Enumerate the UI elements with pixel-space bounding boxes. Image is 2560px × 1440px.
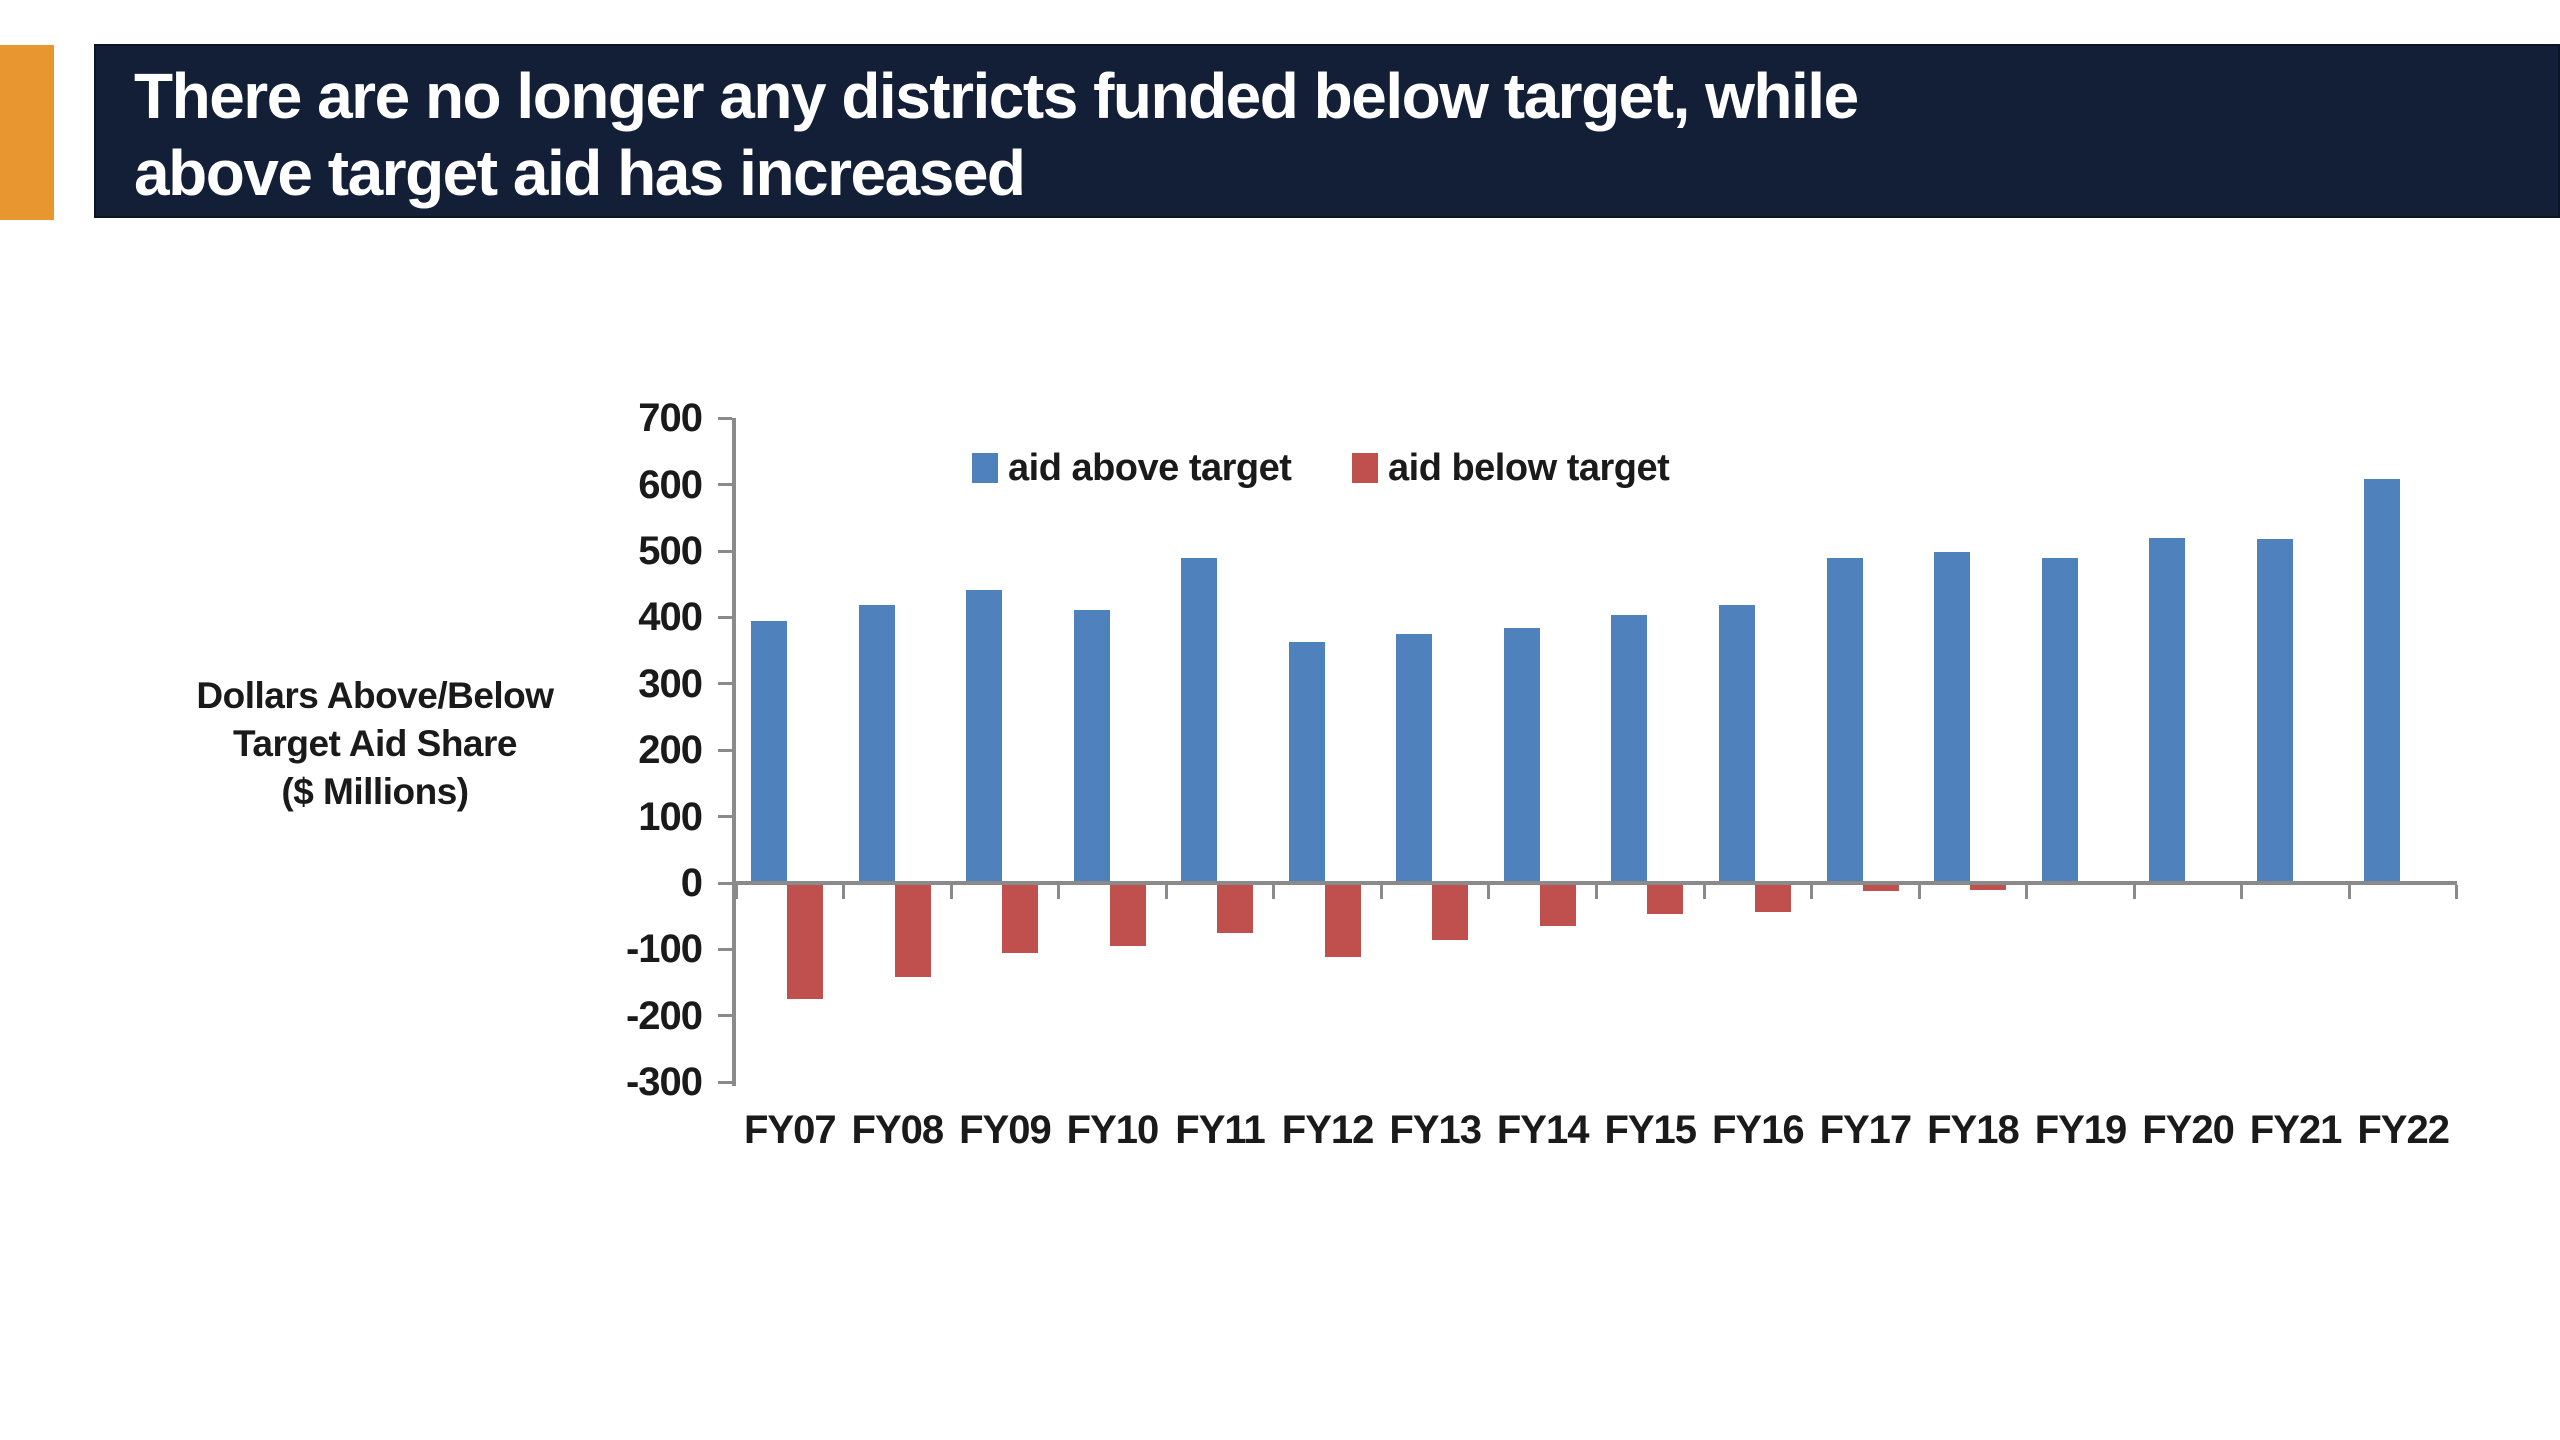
y-axis-tick-300: [718, 682, 732, 686]
x-axis-tick-1: [842, 885, 846, 899]
slide-title: There are no longer any districts funded…: [134, 60, 1859, 209]
y-axis-tick--100: [718, 947, 732, 951]
bar-aid-above-target-FY08: [858, 604, 895, 883]
x-axis-tick-16: [2455, 885, 2459, 899]
bar-aid-below-target-FY12: [1324, 885, 1361, 958]
x-axis-label-FY19: FY19: [2034, 1108, 2128, 1152]
x-axis-tick-2: [949, 885, 953, 899]
x-axis-tick-6: [1379, 885, 1383, 899]
x-axis-line: [732, 881, 2457, 885]
x-axis-label-FY22: FY22: [2357, 1108, 2450, 1152]
bar-aid-above-target-FY18: [1934, 552, 1971, 883]
x-axis-tick-8: [1594, 885, 1598, 899]
x-axis-tick-0: [734, 885, 738, 899]
x-axis-tick-9: [1702, 885, 1706, 899]
bar-aid-below-target-FY17: [1862, 885, 1899, 891]
x-axis-tick-7: [1487, 885, 1491, 899]
y-tick-label--200: -200: [625, 993, 703, 1038]
x-axis-label-FY21: FY21: [2249, 1108, 2343, 1152]
y-tick-label-200: 200: [638, 728, 703, 773]
x-axis-label-FY13: FY13: [1389, 1108, 1482, 1152]
bar-aid-below-target-FY11: [1217, 885, 1254, 933]
bar-aid-above-target-FY17: [1826, 558, 1863, 883]
y-tick-label-600: 600: [638, 462, 703, 507]
title-bar: There are no longer any districts funded…: [94, 44, 2560, 218]
x-axis-tick-4: [1164, 885, 1168, 899]
y-tick-label-500: 500: [638, 529, 703, 573]
bar-aid-below-target-FY07: [787, 885, 823, 1000]
legend-label-aid-below-target: aid below target: [1388, 447, 1670, 489]
x-axis-label-FY08: FY08: [851, 1108, 945, 1152]
y-axis-title: Dollars Above/Below Target Aid Share ($ …: [140, 672, 610, 816]
y-axis-tick-400: [718, 615, 732, 619]
x-axis-tick-11: [1917, 885, 1921, 899]
x-axis-label-FY17: FY17: [1819, 1108, 1913, 1152]
bar-aid-above-target-FY07: [751, 620, 787, 883]
bar-aid-above-target-FY16: [1719, 604, 1756, 883]
x-axis-label-FY20: FY20: [2142, 1108, 2235, 1152]
x-axis-tick-15: [2347, 885, 2351, 899]
y-tick-label-100: 100: [638, 794, 703, 839]
bar-aid-below-target-FY14: [1539, 885, 1576, 927]
y-tick-label-400: 400: [638, 595, 703, 640]
y-axis-tick-700: [718, 416, 732, 420]
bar-aid-below-target-FY10: [1109, 885, 1146, 947]
y-axis-title-line-3: ($ Millions): [281, 771, 469, 812]
x-axis-label-FY10: FY10: [1066, 1108, 1160, 1152]
y-axis-title-line-2: Target Aid Share: [233, 723, 517, 764]
bar-aid-above-target-FY22: [2364, 479, 2401, 883]
bar-aid-above-target-FY13: [1396, 634, 1433, 883]
y-tick-label-700: 700: [638, 396, 703, 441]
legend-swatch-aid-above-target: [972, 453, 998, 483]
bar-aid-above-target-FY14: [1503, 628, 1540, 883]
x-axis-tick-5: [1272, 885, 1276, 899]
bar-aid-below-target-FY18: [1970, 885, 2007, 890]
x-axis-label-FY09: FY09: [959, 1108, 1052, 1152]
y-tick-label-300: 300: [638, 661, 703, 706]
x-axis-label-FY11: FY11: [1175, 1108, 1265, 1152]
x-axis-label-FY14: FY14: [1496, 1108, 1590, 1152]
bar-aid-below-target-FY16: [1755, 885, 1792, 913]
x-axis-label-FY16: FY16: [1712, 1108, 1805, 1152]
y-axis-tick--300: [718, 1080, 732, 1084]
bar-aid-above-target-FY09: [966, 590, 1003, 883]
x-axis-label-FY07: FY07: [743, 1108, 837, 1152]
bar-aid-above-target-FY21: [2256, 539, 2293, 883]
bar-aid-below-target-FY08: [894, 885, 931, 978]
x-axis-tick-14: [2240, 885, 2244, 899]
accent-bar: [0, 45, 54, 220]
bar-aid-above-target-FY19: [2041, 558, 2078, 883]
y-axis-tick-100: [718, 815, 732, 819]
legend-label-aid-above-target: aid above target: [1008, 447, 1292, 489]
bar-aid-above-target-FY15: [1611, 615, 1648, 883]
x-axis-label-FY15: FY15: [1604, 1108, 1697, 1152]
bar-aid-above-target-FY11: [1181, 558, 1218, 883]
bar-aid-above-target-FY20: [2149, 537, 2186, 883]
x-axis-tick-3: [1057, 885, 1061, 899]
x-axis-label-FY12: FY12: [1281, 1108, 1375, 1152]
y-axis-tick-600: [718, 483, 732, 487]
y-tick-label--300: -300: [625, 1060, 703, 1105]
legend-swatch-aid-below-target: [1352, 453, 1378, 483]
y-axis-tick-500: [718, 549, 732, 553]
y-axis-tick-0: [718, 881, 732, 885]
bar-aid-below-target-FY09: [1002, 885, 1039, 953]
y-tick-label--100: -100: [625, 927, 703, 972]
y-axis-title-line-1: Dollars Above/Below: [196, 675, 554, 716]
y-axis-tick--200: [718, 1014, 732, 1018]
bar-aid-above-target-FY10: [1073, 610, 1110, 883]
bar-aid-below-target-FY15: [1647, 885, 1684, 915]
y-tick-label-0: 0: [680, 861, 703, 905]
x-axis-label-FY18: FY18: [1927, 1108, 2020, 1152]
bar-aid-below-target-FY13: [1432, 885, 1469, 941]
bar-aid-above-target-FY12: [1288, 641, 1325, 883]
x-axis-tick-13: [2132, 885, 2136, 899]
y-axis-tick-200: [718, 748, 732, 752]
x-axis-tick-12: [2025, 885, 2029, 899]
y-axis-line: [732, 418, 736, 1086]
x-axis-tick-10: [1810, 885, 1814, 899]
